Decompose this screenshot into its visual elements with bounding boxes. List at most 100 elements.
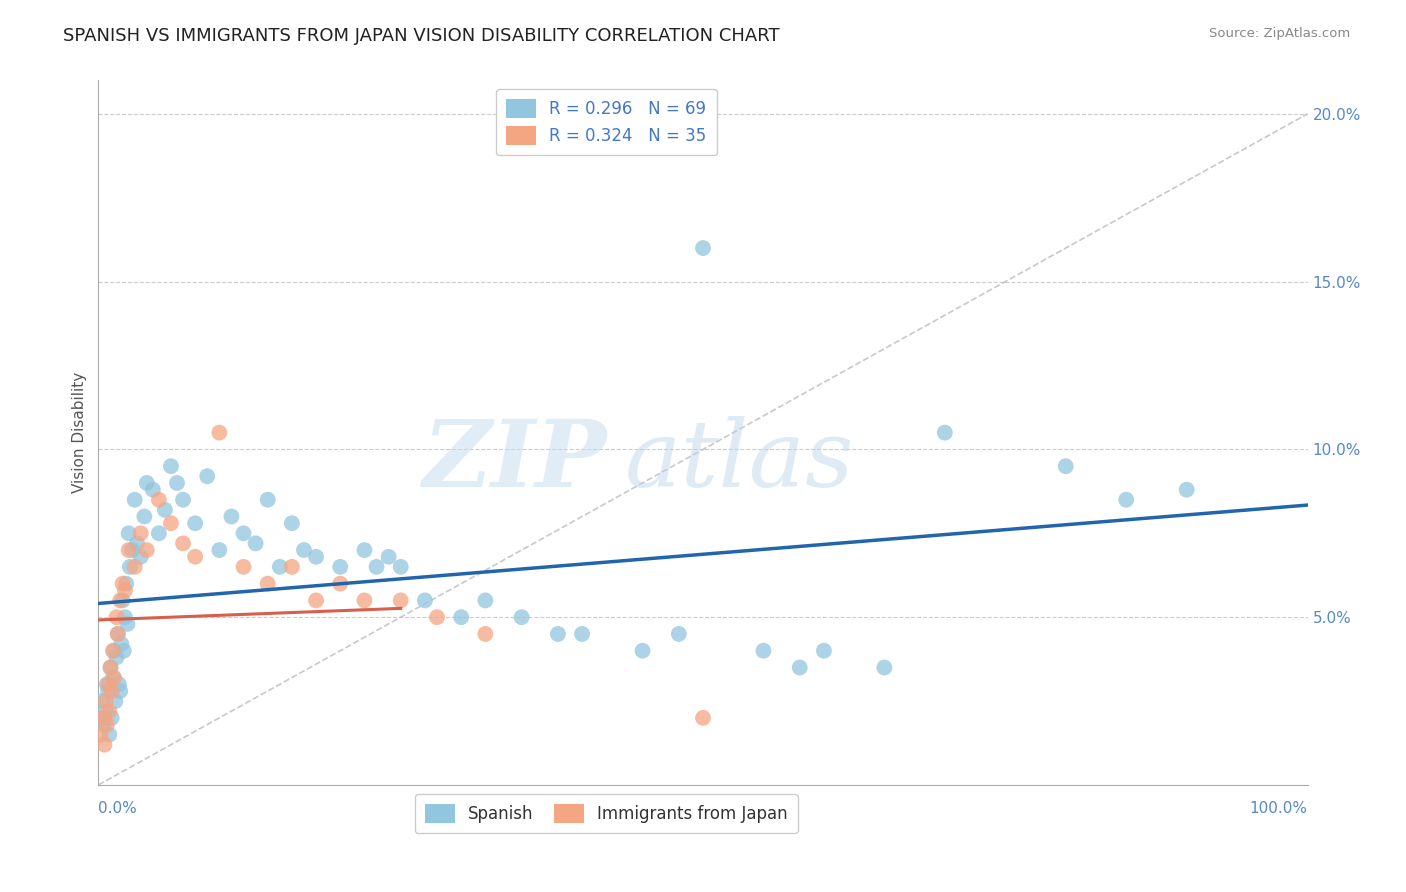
Point (148, 526, 170, 541)
Point (93, 738, 115, 752)
Point (232, 526, 254, 541)
Point (934, 425, 956, 440)
Point (129, 549, 152, 564)
Point (124, 492, 146, 507)
Point (366, 559, 388, 574)
Point (292, 543, 315, 558)
Point (353, 593, 375, 607)
Point (118, 526, 141, 541)
Point (103, 671, 125, 685)
Point (752, 644, 775, 658)
Point (117, 616, 139, 631)
Point (114, 610, 136, 624)
Point (96, 717, 118, 731)
Text: Source: ZipAtlas.com: Source: ZipAtlas.com (1209, 27, 1350, 40)
Point (329, 559, 352, 574)
Point (1175, 483, 1198, 497)
Point (91, 694, 114, 708)
Point (108, 593, 131, 607)
Point (100, 660, 122, 674)
Text: atlas: atlas (624, 416, 853, 506)
Point (184, 516, 207, 531)
Text: SPANISH VS IMMIGRANTS FROM JAPAN VISION DISABILITY CORRELATION CHART: SPANISH VS IMMIGRANTS FROM JAPAN VISION … (63, 27, 780, 45)
Text: 100.0%: 100.0% (1250, 801, 1308, 816)
Point (142, 483, 165, 497)
Point (134, 509, 156, 524)
Point (124, 559, 146, 574)
Point (389, 593, 412, 607)
Point (329, 576, 352, 591)
Point (510, 610, 533, 624)
Point (121, 543, 143, 558)
Point (115, 576, 138, 591)
Point (353, 543, 375, 558)
Point (813, 644, 835, 658)
Point (103, 644, 125, 658)
Point (413, 593, 436, 607)
Point (98, 728, 121, 742)
Point (91, 711, 114, 725)
Point (208, 543, 231, 558)
Point (172, 536, 194, 550)
Text: ZIP: ZIP (422, 416, 606, 506)
Point (111, 593, 134, 607)
Point (118, 543, 141, 558)
Point (118, 559, 141, 574)
Point (153, 503, 176, 517)
Text: 0.0%: 0.0% (98, 801, 138, 816)
Point (232, 559, 254, 574)
Point (631, 644, 654, 658)
Point (256, 576, 278, 591)
Point (208, 425, 231, 440)
Point (110, 637, 132, 651)
Point (105, 610, 128, 624)
Point (221, 509, 243, 524)
Y-axis label: Vision Disability: Vision Disability (72, 372, 87, 493)
Point (96, 677, 118, 691)
Point (97, 677, 120, 691)
Point (111, 576, 134, 591)
Point (281, 559, 304, 574)
Point (104, 694, 127, 708)
Point (692, 241, 714, 255)
Point (135, 543, 157, 558)
Point (1054, 459, 1077, 474)
Point (112, 644, 135, 658)
Point (172, 492, 194, 507)
Point (108, 677, 131, 691)
Point (571, 627, 593, 641)
Point (184, 549, 207, 564)
Point (668, 627, 690, 641)
Point (114, 583, 136, 598)
Point (692, 711, 714, 725)
Point (97, 684, 120, 698)
Legend: Spanish, Immigrants from Japan: Spanish, Immigrants from Japan (415, 794, 797, 833)
Point (389, 559, 412, 574)
Point (256, 492, 278, 507)
Point (1115, 492, 1137, 507)
Point (107, 627, 129, 641)
Point (789, 660, 811, 674)
Point (195, 469, 218, 483)
Point (108, 684, 131, 698)
Point (98, 704, 121, 718)
Point (474, 627, 496, 641)
Point (94, 704, 117, 718)
Point (281, 516, 304, 531)
Point (269, 559, 291, 574)
Point (474, 593, 496, 607)
Point (101, 671, 124, 685)
Point (305, 593, 328, 607)
Point (90, 728, 112, 742)
Point (547, 627, 569, 641)
Point (107, 627, 129, 641)
Point (160, 516, 183, 531)
Point (129, 526, 152, 541)
Point (377, 549, 399, 564)
Point (135, 475, 157, 490)
Point (100, 711, 122, 725)
Point (101, 644, 124, 658)
Point (100, 660, 122, 674)
Point (160, 459, 183, 474)
Point (245, 536, 267, 550)
